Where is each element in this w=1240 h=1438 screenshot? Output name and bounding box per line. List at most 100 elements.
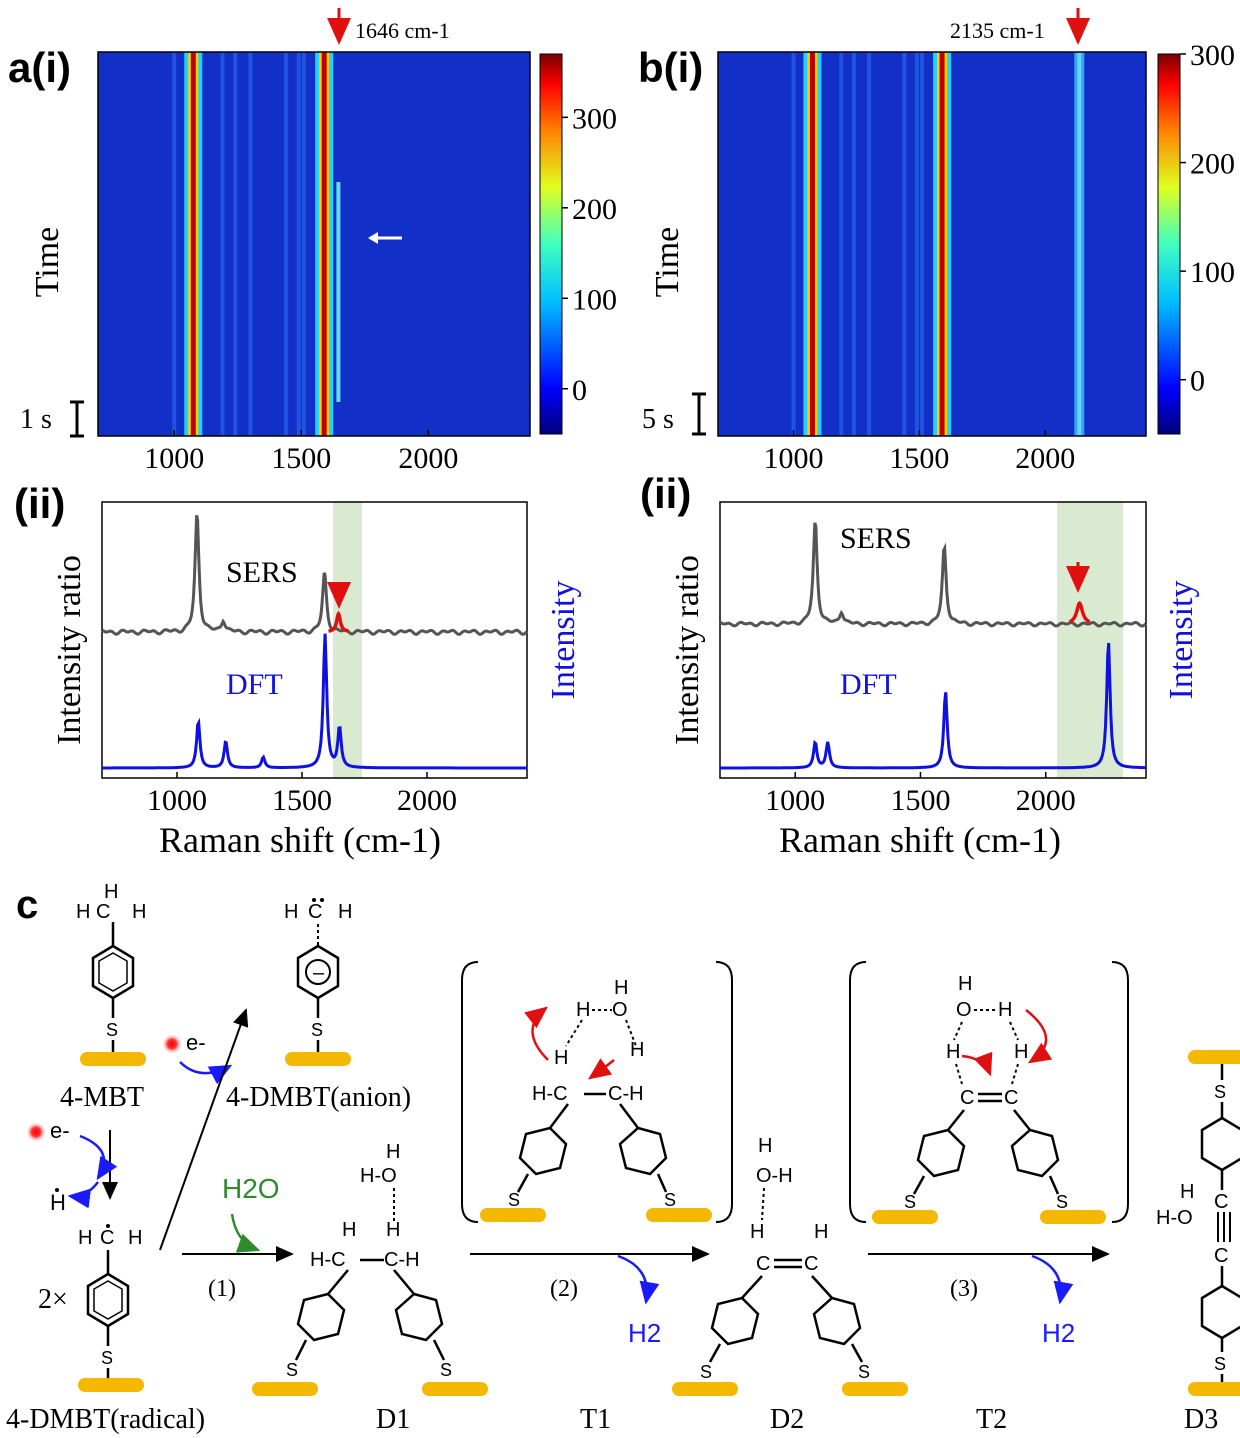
- scalebar-a-icon: [70, 400, 84, 438]
- svg-text:H: H: [750, 1221, 764, 1243]
- gold-surface: [1188, 1050, 1240, 1064]
- svg-text:C-H: C-H: [384, 1249, 420, 1271]
- panel-label-b-ii: (ii): [640, 470, 691, 517]
- curved-arrow-icon: [79, 1134, 118, 1181]
- svg-text:C: C: [804, 1253, 818, 1275]
- dft-label: DFT: [226, 668, 283, 701]
- label-d3: D3: [1184, 1404, 1218, 1435]
- heatmap-faint-band: [851, 52, 856, 436]
- heatmap-faint-band: [791, 52, 796, 436]
- label-d1: D1: [376, 1404, 410, 1435]
- curved-arrow-icon: [587, 1058, 615, 1080]
- heatmap-faint-band: [902, 52, 907, 436]
- x-tick-label: 1000: [764, 442, 824, 475]
- svg-text:H: H: [554, 1047, 568, 1069]
- panel-b-ii: (ii) SERS DFT Intensity ratio Intensity …: [640, 470, 1200, 860]
- svg-text:C: C: [756, 1253, 770, 1275]
- product-h2: H2: [628, 1318, 661, 1348]
- sers-label: SERS: [226, 556, 298, 589]
- heatmap-a-frame: [97, 51, 531, 437]
- atom-label: C: [96, 901, 110, 923]
- atom-label: H: [104, 881, 118, 903]
- heatmap-b-frame: [717, 51, 1147, 437]
- product-h2: H2: [1042, 1318, 1075, 1348]
- atom-label: S: [106, 1020, 118, 1040]
- gold-surface: [252, 1382, 318, 1396]
- curved-arrow-icon: [961, 1051, 993, 1077]
- sers-highlight-peak: [1068, 600, 1091, 624]
- svg-text:S: S: [311, 1020, 323, 1040]
- heatmap-a-xticks: 1000 1500 2000: [144, 430, 458, 475]
- label-t2: T2: [976, 1404, 1007, 1435]
- reagent-h2o: H2O: [222, 1173, 280, 1204]
- heatmap-band-core: [321, 52, 327, 436]
- a-i-ylabel: Time: [29, 227, 66, 298]
- x-tick-label: 2000: [1015, 442, 1075, 475]
- svg-text:H-O: H-O: [360, 1165, 397, 1187]
- gold-surface: [285, 1052, 351, 1066]
- gold-surface: [672, 1382, 738, 1396]
- x-tick-label: 1500: [271, 442, 331, 475]
- svg-text:H: H: [50, 1190, 66, 1215]
- svg-text:H: H: [284, 901, 298, 923]
- svg-text:S: S: [1056, 1192, 1068, 1212]
- electron-label: e-: [186, 1030, 206, 1055]
- svg-text:C: C: [308, 901, 322, 923]
- svg-text:H: H: [386, 1141, 400, 1163]
- electron-icon: [162, 1034, 182, 1054]
- panel-label-c: c: [16, 883, 38, 927]
- sers-series-line: [719, 522, 1147, 628]
- molecule-d1: H H-O H H H-C C-H S S: [252, 1141, 488, 1396]
- multiplier: 2×: [38, 1284, 68, 1315]
- svg-text:H-C: H-C: [532, 1083, 568, 1105]
- svg-text:H: H: [338, 901, 352, 923]
- colorbar-tick-label: 0: [572, 374, 587, 407]
- colorbar-tick-label: 200: [572, 193, 617, 226]
- dft-label: DFT: [840, 668, 897, 701]
- x-tick-label: 2000: [1016, 784, 1076, 817]
- heatmap-b-bands: [791, 52, 1085, 436]
- x-tick-label: 1500: [272, 784, 332, 817]
- svg-text:C: C: [1214, 1245, 1228, 1267]
- svg-text:S: S: [664, 1190, 676, 1210]
- heatmap-band-core: [939, 52, 945, 436]
- transition-t2: H O H H H C C S S: [849, 961, 1129, 1224]
- x-tick-label: 1000: [147, 784, 207, 817]
- a-ii-xlabel: Raman shift (cm-1): [159, 820, 441, 860]
- svg-text:S: S: [904, 1192, 916, 1212]
- svg-text:H: H: [814, 1221, 828, 1243]
- svg-text:S: S: [700, 1362, 712, 1382]
- heatmap-b-xticks: 1000 1500 2000: [764, 430, 1075, 475]
- svg-text:H: H: [1014, 1041, 1028, 1063]
- panel-c: c H H C H S 4-MBT e- H C H: [6, 881, 1240, 1435]
- transition-t1: H H O H H H-C C-H S S: [461, 961, 733, 1223]
- svg-text:H: H: [386, 1219, 400, 1241]
- colorbar-a: [539, 53, 563, 435]
- svg-text:C: C: [100, 1227, 114, 1249]
- spectra-b-xticks: 1000 1500 2000: [765, 772, 1076, 817]
- heatmap-faint-band: [867, 52, 872, 436]
- annotation-1646: 1646 cm-1: [355, 18, 450, 43]
- x-tick-label: 1500: [889, 442, 949, 475]
- b-ii-ylabel-right: Intensity: [1163, 581, 1200, 700]
- dft-series-line: [720, 642, 1146, 770]
- x-tick-label: 2000: [398, 442, 458, 475]
- curved-arrow-icon: [1031, 1254, 1074, 1305]
- spectra-a-xticks: 1000 1500 2000: [147, 772, 457, 817]
- heatmap-a-bands: [172, 52, 341, 436]
- gold-surface: [80, 1052, 146, 1066]
- annotation-2135: 2135 cm-1: [950, 18, 1045, 43]
- heatmap-faint-band: [301, 52, 306, 436]
- label-d2: D2: [770, 1404, 804, 1435]
- b-ii-ylabel-left: Intensity ratio: [669, 555, 706, 745]
- svg-text:–: –: [313, 962, 325, 984]
- gold-surface: [422, 1382, 488, 1396]
- curved-arrow-icon: [617, 1254, 660, 1305]
- colorbar-b-ticks: 0 100 200 300: [1180, 39, 1235, 398]
- heatmap-faint-band: [172, 52, 177, 436]
- svg-text:H: H: [78, 1227, 92, 1249]
- svg-text:H: H: [614, 977, 628, 999]
- svg-text:S: S: [858, 1362, 870, 1382]
